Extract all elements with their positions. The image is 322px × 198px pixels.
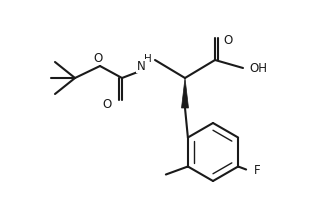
Text: O: O	[103, 97, 112, 110]
Text: O: O	[223, 33, 232, 47]
Text: N: N	[137, 60, 145, 72]
Text: OH: OH	[249, 62, 267, 74]
Polygon shape	[182, 78, 188, 108]
Text: O: O	[93, 51, 103, 65]
Text: F: F	[254, 164, 261, 177]
Text: H: H	[144, 54, 152, 64]
